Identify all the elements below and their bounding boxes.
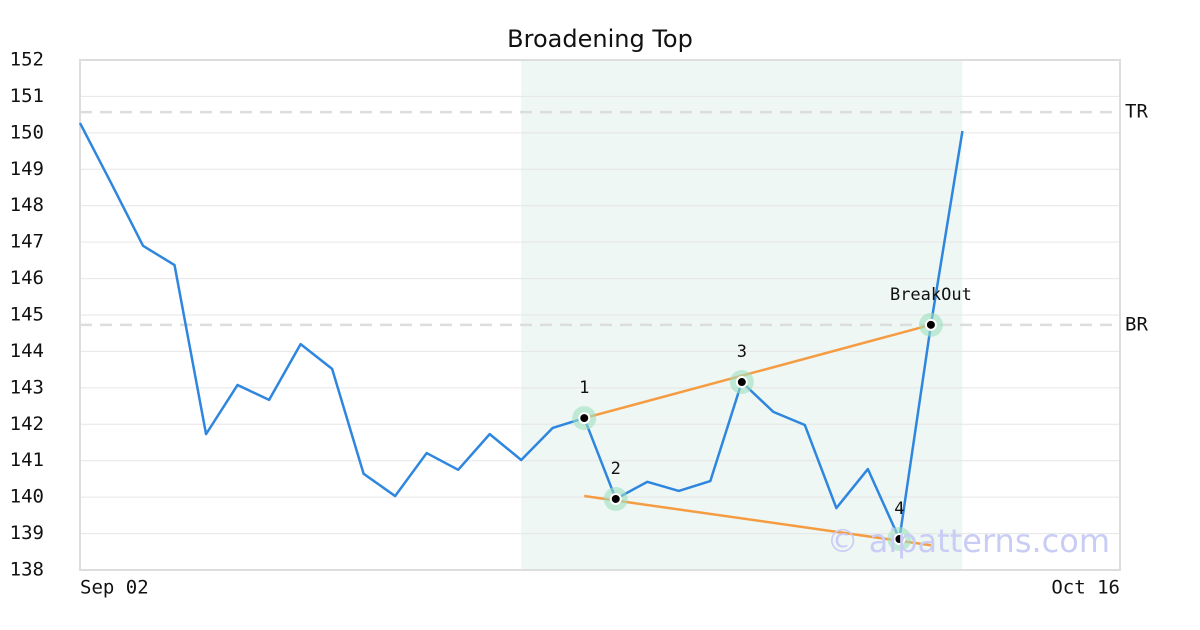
price-line — [78, 122, 964, 541]
y-tick-label: 143 — [10, 376, 44, 398]
trend-line — [584, 494, 932, 547]
pattern-label: 4 — [894, 499, 904, 519]
x-tick-label: Oct 16 — [1051, 577, 1120, 599]
y-tick-label: 138 — [10, 559, 44, 581]
watermark: © aipatterns.com — [827, 522, 1110, 560]
pattern-point — [735, 376, 748, 389]
pattern-label: BreakOut — [890, 285, 972, 305]
pattern-label: 2 — [611, 459, 621, 479]
y-tick-label: 141 — [10, 449, 44, 471]
pattern-label: 3 — [737, 342, 747, 362]
trend-line — [583, 323, 932, 420]
pattern-point — [924, 318, 937, 331]
x-tick-label: Sep 02 — [80, 577, 149, 599]
y-tick-label: 151 — [10, 85, 44, 107]
y-tick-label: 144 — [10, 340, 44, 362]
pattern-point — [578, 412, 591, 425]
y-tick-label: 149 — [10, 158, 44, 180]
y-tick-label: 148 — [10, 194, 44, 216]
y-tick-label: 150 — [10, 121, 44, 143]
y-tick-label: 146 — [10, 267, 44, 289]
pattern-point — [893, 533, 906, 546]
y-tick-label: 142 — [10, 413, 44, 435]
pattern-point — [609, 492, 622, 505]
plot-frame — [79, 59, 1121, 571]
y-tick-label: 140 — [10, 486, 44, 508]
pattern-label: 1 — [579, 378, 589, 398]
chart-title: Broadening Top — [507, 25, 693, 53]
y-tick-label: 145 — [10, 304, 44, 326]
level-label: BR — [1125, 313, 1148, 335]
y-tick-label: 152 — [10, 49, 44, 71]
level-label: TR — [1125, 101, 1148, 123]
y-tick-label: 139 — [10, 522, 44, 544]
y-tick-label: 147 — [10, 231, 44, 253]
